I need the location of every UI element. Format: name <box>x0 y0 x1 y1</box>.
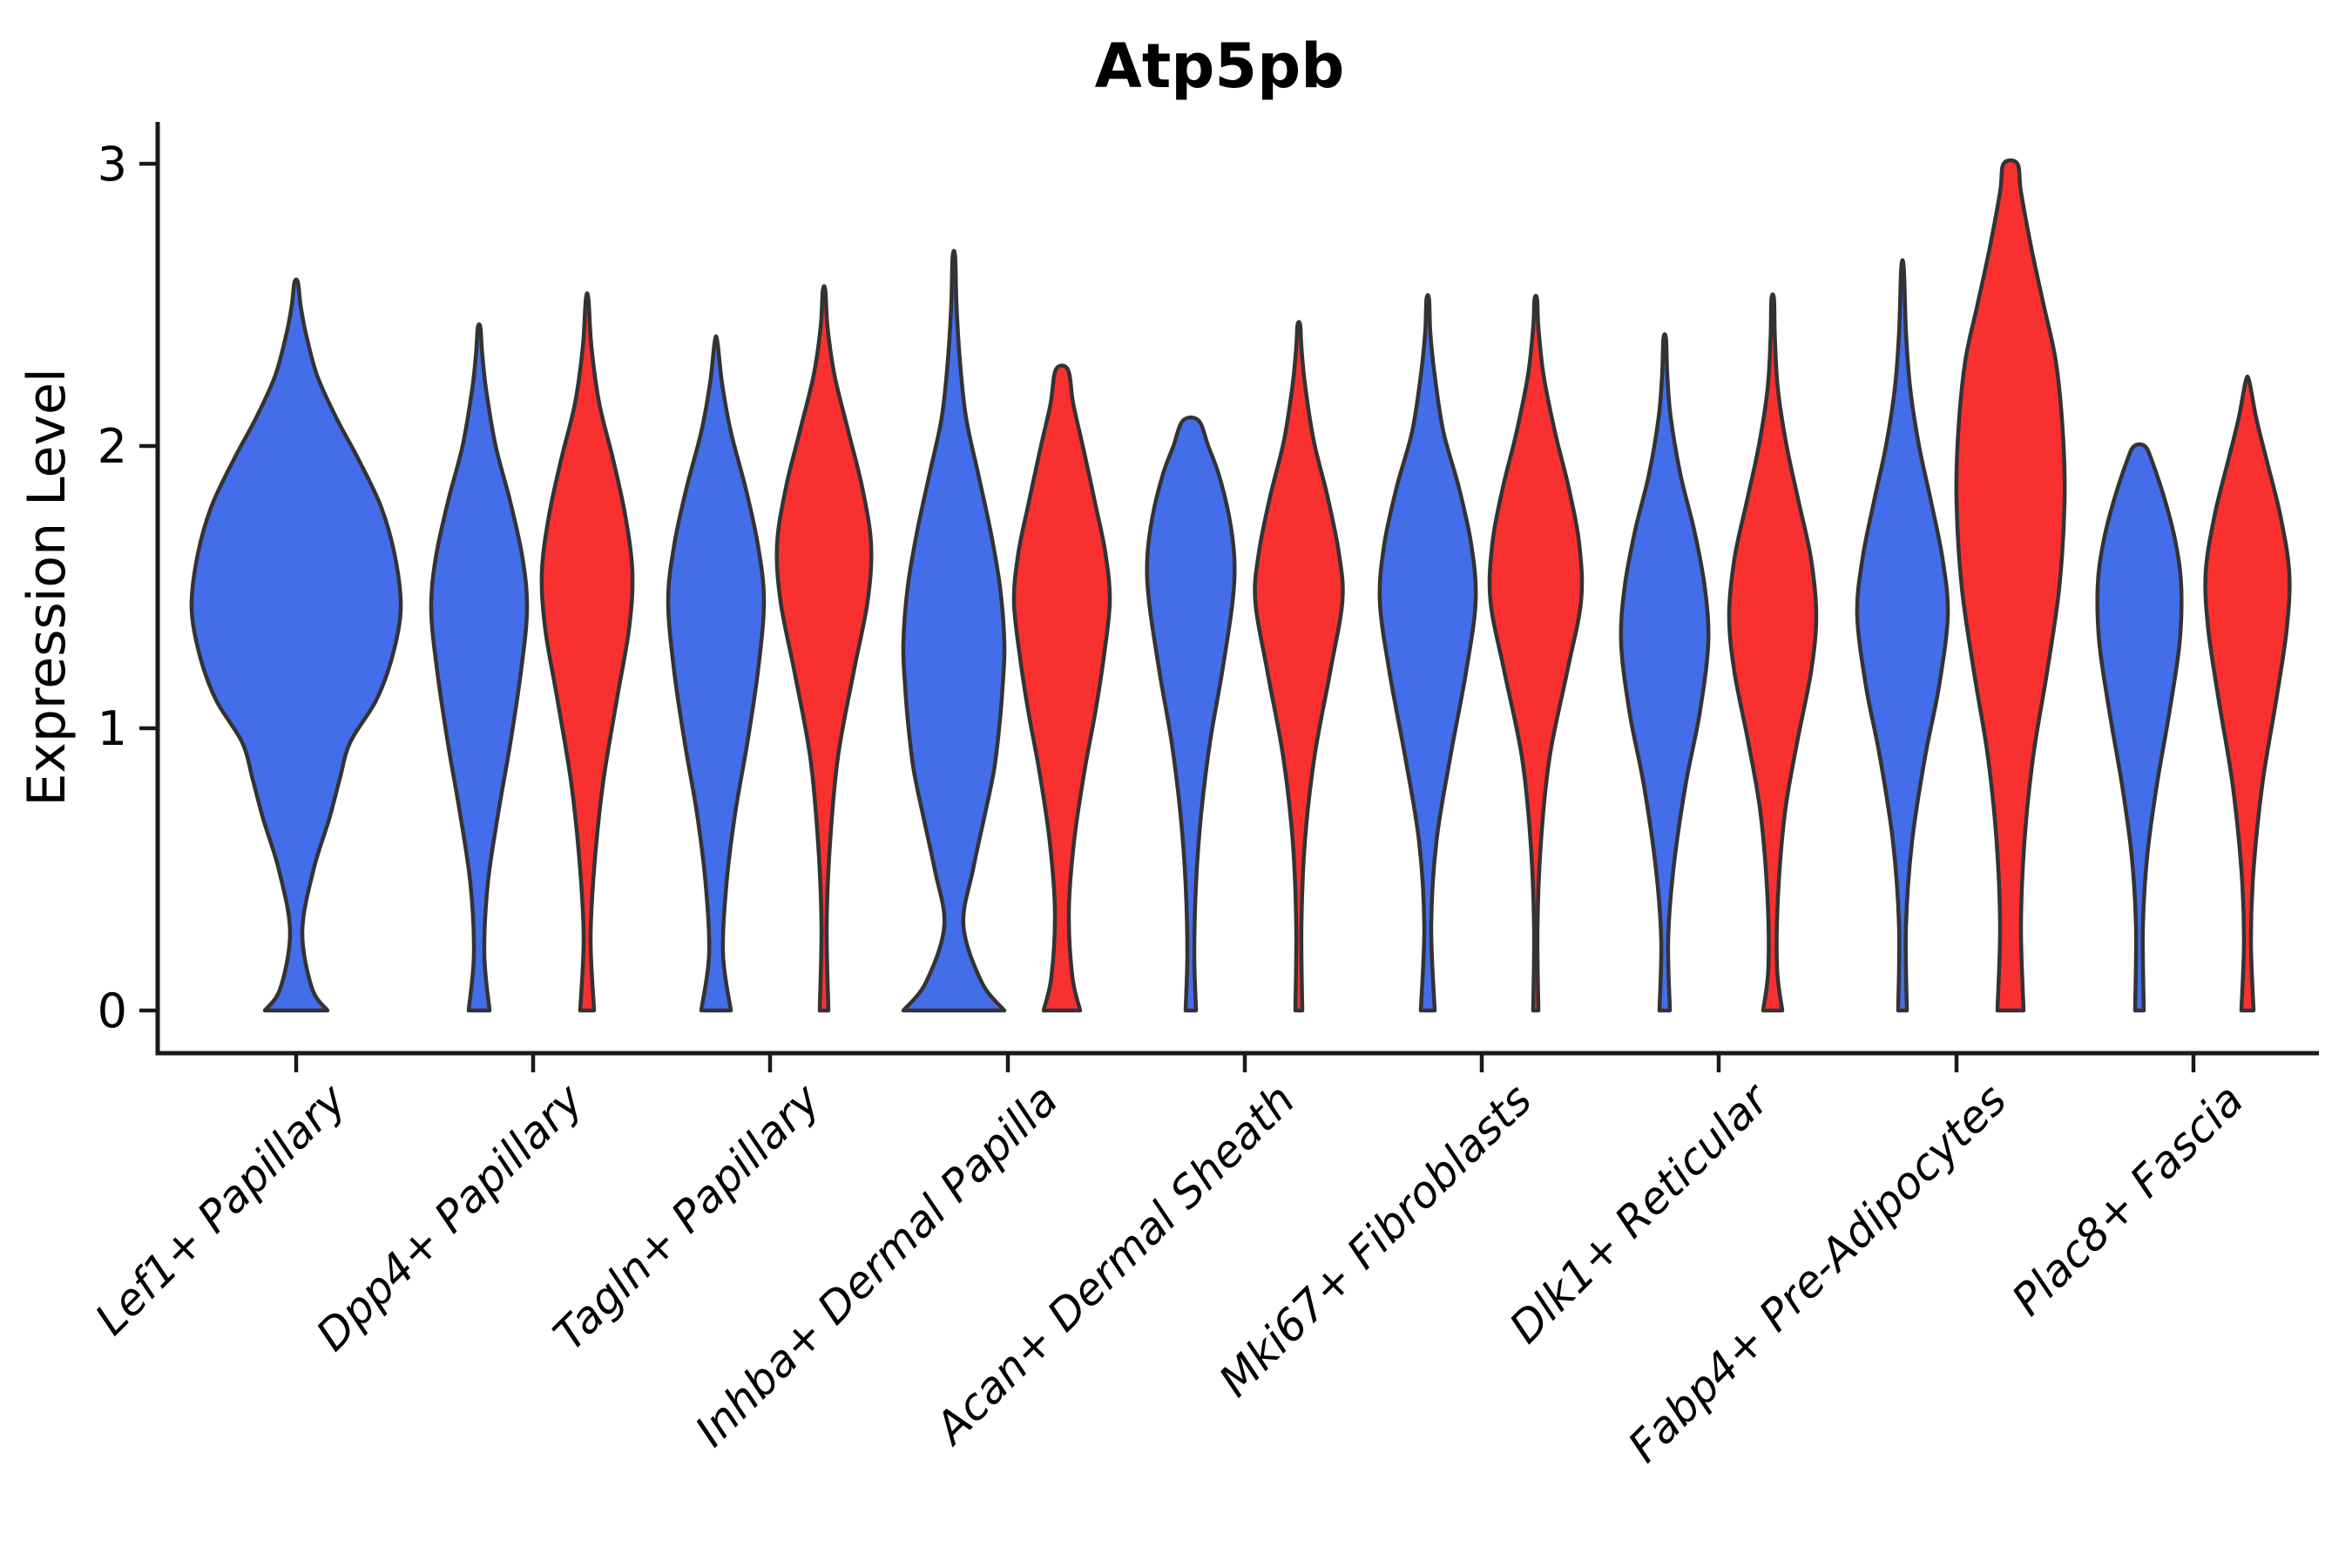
violin-mki67-fibroblasts-red <box>1487 294 1585 1013</box>
violin-tagln-papillary-red <box>774 284 874 1013</box>
y-tick-label-0: 0 <box>98 983 127 1038</box>
violin-dpp4-papillary-blue <box>429 322 530 1013</box>
x-tick-label-tagln-papillary: Tagln+ Papillary <box>544 1073 830 1360</box>
violin-dlk1-reticular-blue <box>1619 332 1711 1013</box>
y-ticks: 0 1 2 3 <box>98 137 158 1038</box>
violin-plac8-fascia-blue <box>2095 442 2184 1013</box>
x-tick-label-fabp4-pre-adipocytes: Fabp4+ Pre-Adipocytes <box>1619 1074 2017 1472</box>
violin-tagln-papillary-blue <box>666 334 767 1013</box>
violins <box>189 158 2292 1013</box>
y-axis-label: Expression Level <box>17 368 78 806</box>
chart-title: Atp5pb <box>1095 30 1345 102</box>
violin-fabp4-pre-adipocytes-red <box>1954 158 2067 1013</box>
violin-plac8-fascia-red <box>2203 375 2292 1013</box>
violin-inhba-dermal-papilla-red <box>1011 363 1112 1013</box>
y-tick-label-3: 3 <box>98 137 127 192</box>
violin-acan-dermal-sheath-blue <box>1145 415 1237 1013</box>
violin-fabp4-pre-adipocytes-blue <box>1855 258 1950 1013</box>
violin-inhba-dermal-papilla-blue <box>901 248 1007 1013</box>
violin-mki67-fibroblasts-blue <box>1377 293 1478 1013</box>
x-tick-label-plac8-fascia: Plac8+ Fascia <box>2003 1074 2254 1325</box>
y-tick-label-2: 2 <box>98 419 127 474</box>
x-tick-label-dlk1-reticular: Dlk1+ Reticular <box>1500 1072 1781 1353</box>
violin-dlk1-reticular-red <box>1727 292 1819 1013</box>
violin-lef1-papillary-blue <box>189 277 403 1013</box>
violin-acan-dermal-sheath-red <box>1253 320 1345 1013</box>
x-tick-label-lef1-papillary: Lef1+ Papillary <box>85 1073 356 1344</box>
y-tick-label-1: 1 <box>98 701 127 756</box>
violin-dpp4-papillary-red <box>539 291 635 1013</box>
